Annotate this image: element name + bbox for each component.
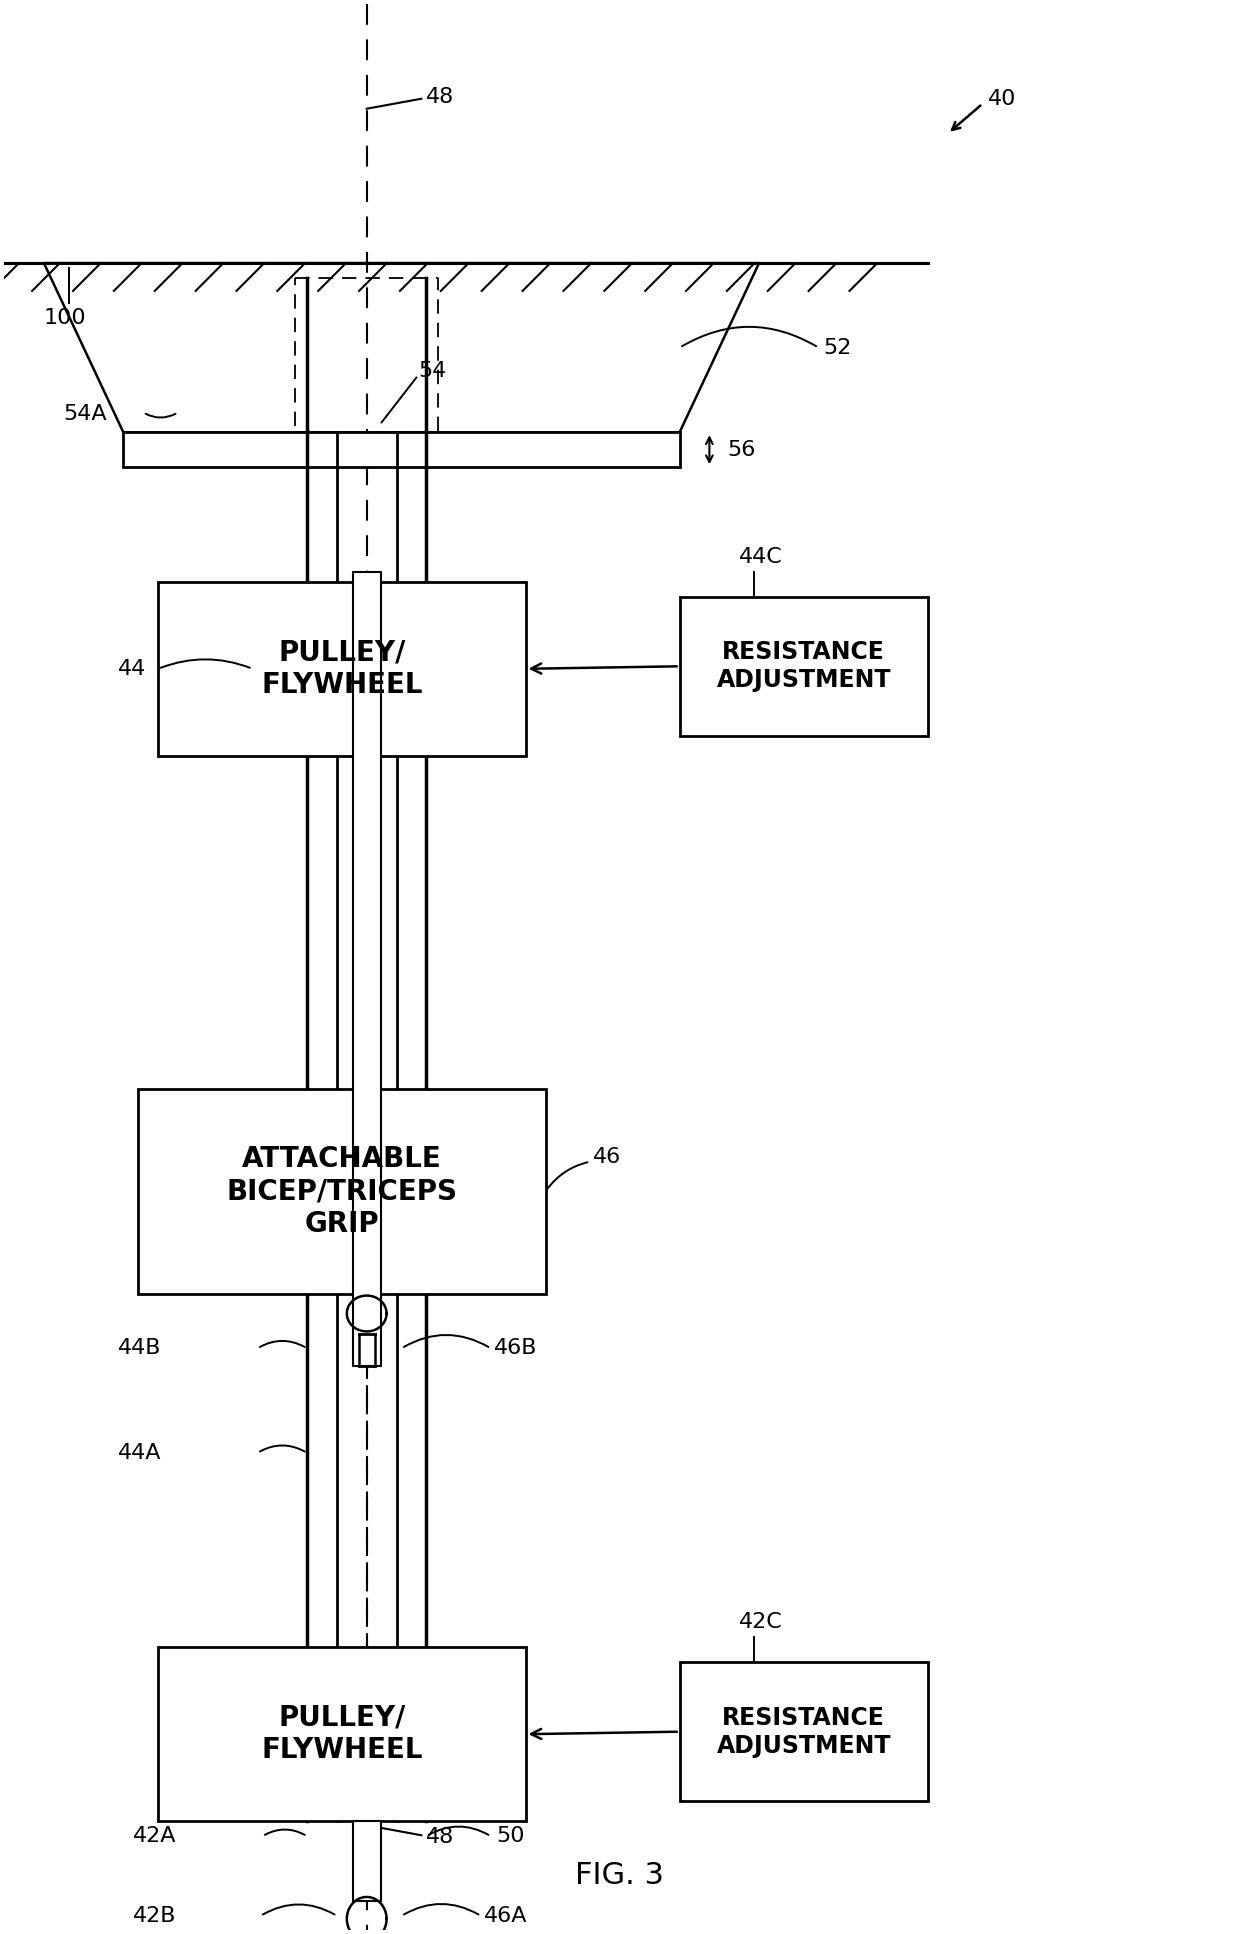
Bar <box>123 433 680 468</box>
Bar <box>353 572 381 1365</box>
Text: 46A: 46A <box>484 1905 527 1926</box>
Bar <box>680 1661 928 1801</box>
Bar <box>159 582 526 756</box>
Bar <box>353 1822 381 1901</box>
Text: RESISTANCE
ADJUSTMENT: RESISTANCE ADJUSTMENT <box>717 1706 892 1758</box>
Bar <box>138 1089 546 1294</box>
Text: 56: 56 <box>728 439 755 460</box>
Text: 44: 44 <box>118 659 146 679</box>
Text: 52: 52 <box>823 338 852 358</box>
Text: PULLEY/
FLYWHEEL: PULLEY/ FLYWHEEL <box>262 1704 423 1764</box>
Text: 42A: 42A <box>133 1826 177 1847</box>
Text: 48: 48 <box>427 87 455 106</box>
Text: 42C: 42C <box>739 1613 782 1632</box>
Text: 50: 50 <box>496 1826 525 1847</box>
Text: ATTACHABLE
BICEP/TRICEPS
GRIP: ATTACHABLE BICEP/TRICEPS GRIP <box>227 1145 458 1238</box>
Text: 42B: 42B <box>133 1905 177 1926</box>
Text: FIG. 3: FIG. 3 <box>575 1861 665 1890</box>
Text: 48: 48 <box>427 1828 455 1847</box>
Bar <box>159 1648 526 1822</box>
Text: 44B: 44B <box>118 1338 162 1358</box>
Text: 100: 100 <box>43 308 87 327</box>
Text: RESISTANCE
ADJUSTMENT: RESISTANCE ADJUSTMENT <box>717 640 892 692</box>
Text: 46: 46 <box>593 1147 621 1166</box>
Bar <box>680 596 928 737</box>
Text: 54A: 54A <box>63 404 108 424</box>
Text: PULLEY/
FLYWHEEL: PULLEY/ FLYWHEEL <box>262 638 423 698</box>
Text: 44A: 44A <box>118 1443 162 1462</box>
Text: 54: 54 <box>418 360 446 381</box>
Text: 44C: 44C <box>739 547 782 567</box>
Text: 40: 40 <box>987 89 1016 108</box>
Text: 46B: 46B <box>494 1338 537 1358</box>
